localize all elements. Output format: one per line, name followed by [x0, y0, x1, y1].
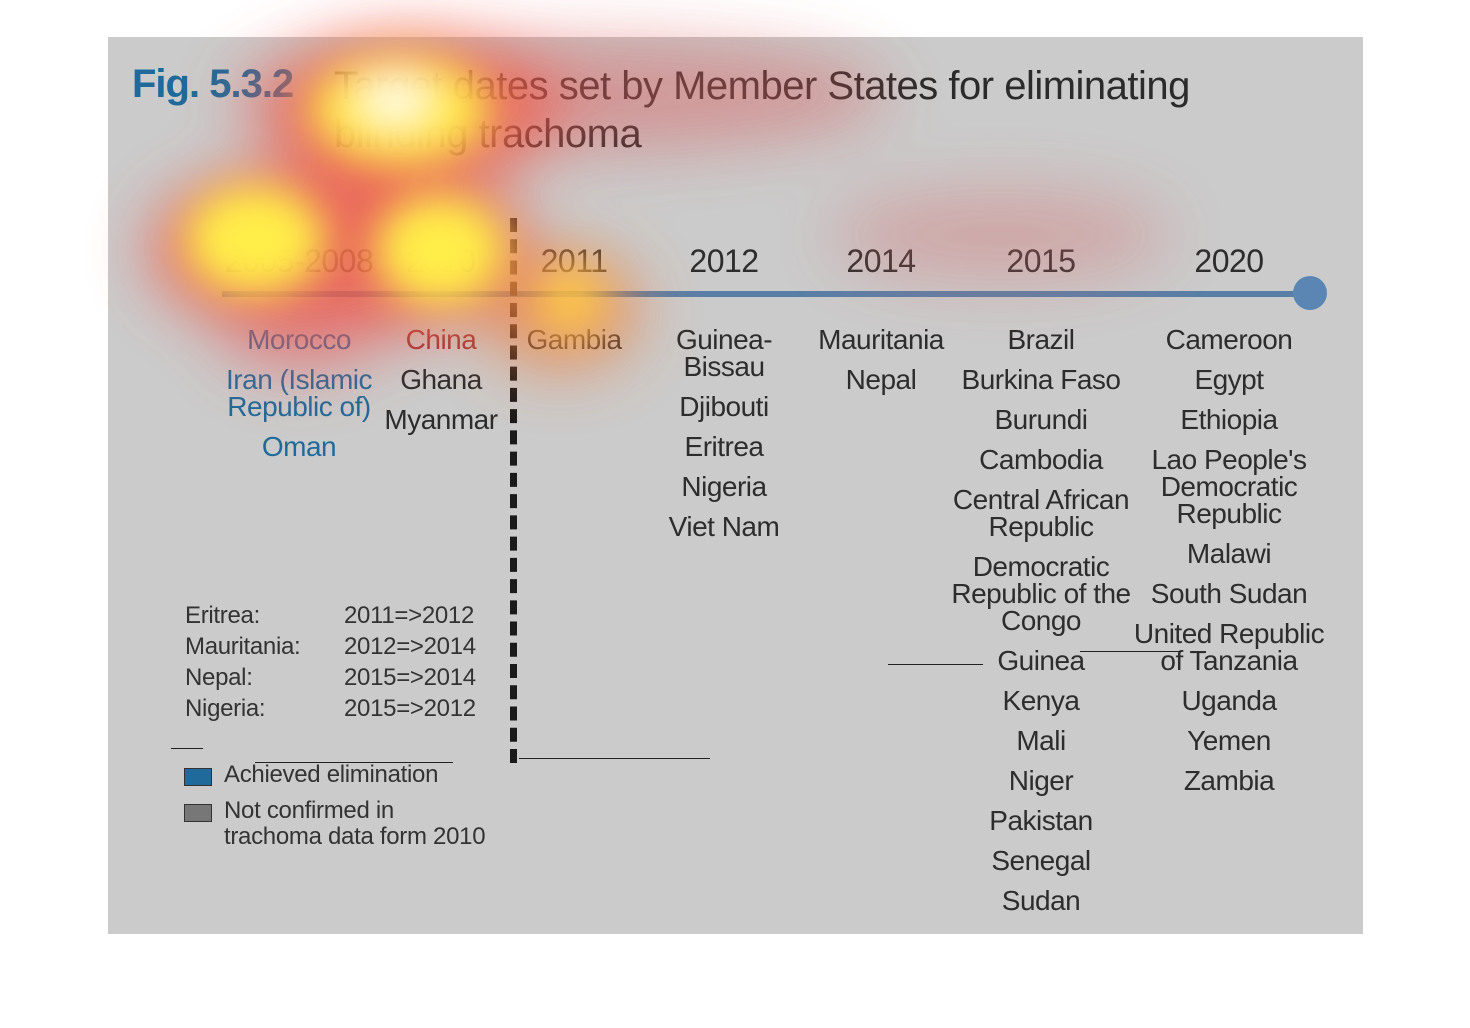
country-label: Oman — [261, 431, 337, 462]
date-change-country: Eritrea: — [185, 602, 260, 629]
rule-line — [171, 748, 203, 749]
year-label-2012: 2012 — [689, 243, 759, 279]
country-label: Brazil — [1007, 324, 1075, 355]
country-label: Ghana — [400, 364, 482, 395]
country-label: Senegal — [991, 845, 1091, 876]
legend-item-achieved: Achieved elimination — [184, 762, 494, 788]
country-label: Egypt — [1194, 364, 1264, 395]
country-label: Yemen — [1187, 725, 1271, 756]
figure-title-line-2: blinding trachoma — [334, 112, 642, 156]
country-label: Guinea-Bissau — [675, 324, 773, 382]
country-label: Viet Nam — [668, 511, 780, 542]
country-label: Mauritania — [818, 324, 944, 355]
country-label: China — [405, 324, 477, 355]
year-label-2020: 2020 — [1194, 243, 1264, 279]
figure-title-line-1: Target dates set by Member States for el… — [334, 64, 1190, 108]
date-change-country: Nigeria: — [185, 695, 266, 722]
country-label: Burundi — [994, 404, 1088, 435]
timeline-end-marker — [1293, 276, 1327, 310]
figure-title: Target dates set by Member States for el… — [334, 62, 1234, 158]
year-label-2005-2008: 2005-2008 — [224, 243, 374, 279]
country-label: Cameroon — [1165, 324, 1293, 355]
country-label: Guinea — [997, 645, 1085, 676]
timeline-axis — [222, 291, 1307, 297]
date-change-country: Mauritania: — [185, 633, 301, 660]
country-label: Malawi — [1186, 538, 1272, 569]
figure-number: Fig. 5.3.2 — [132, 62, 294, 106]
date-change-row: Nepal: 2015=>2014 — [185, 662, 476, 693]
country-label: Kenya — [1002, 685, 1080, 716]
year-label-2010: 2010 — [406, 243, 476, 279]
year-label-2011: 2011 — [540, 243, 608, 279]
legend-label-achieved: Achieved elimination — [224, 761, 439, 788]
legend: Achieved elimination Not confirmed in tr… — [184, 762, 494, 860]
country-label: Nigeria — [681, 471, 767, 502]
country-label: Djibouti — [679, 391, 769, 422]
country-label: Morocco — [247, 324, 351, 355]
country-label: Zambia — [1183, 765, 1275, 796]
country-label: South Sudan — [1150, 578, 1308, 609]
country-column-2014: Mauritania Nepal — [811, 320, 951, 400]
year-label-2014: 2014 — [846, 243, 916, 279]
country-label: Iran (Islamic Republic of) — [226, 364, 372, 422]
rule-line — [519, 758, 710, 759]
country-column-2005-2008: Morocco Iran (Islamic Republic of) Oman — [224, 320, 374, 467]
date-change-value: 2012=>2014 — [344, 633, 476, 660]
date-change-row: Eritrea: 2011=>2012 — [185, 600, 476, 631]
country-label: Myanmar — [384, 404, 498, 435]
country-label: Burkina Faso — [961, 364, 1121, 395]
country-label: United Republic of Tanzania — [1133, 618, 1325, 676]
date-change-country: Nepal: — [185, 664, 253, 691]
rule-line — [255, 762, 453, 763]
country-label: Nepal — [845, 364, 917, 395]
country-label: Sudan — [1001, 885, 1081, 916]
country-label: Gambia — [526, 324, 622, 355]
cutoff-dashed-line — [510, 218, 517, 763]
country-label: Ethiopia — [1180, 404, 1278, 435]
date-change-value: 2015=>2012 — [344, 695, 476, 722]
country-column-2020: Cameroon Egypt Ethiopia Lao People's Democr… — [1132, 320, 1327, 801]
country-column-2015: Brazil Burkina Faso Burundi Cambodia Central… — [951, 320, 1131, 921]
country-label: Central African Republic — [952, 484, 1130, 542]
country-label: Mali — [1016, 725, 1066, 756]
rule-line — [888, 664, 983, 665]
country-label: Pakistan — [989, 805, 1093, 836]
legend-item-not-confirmed: Not confirmed in trachoma data form 2010 — [184, 798, 494, 850]
date-change-row: Mauritania: 2012=>2014 — [185, 631, 476, 662]
country-label: Democratic Republic of the Congo — [951, 551, 1131, 636]
date-changes-list: Eritrea: 2011=>2012 Mauritania: 2012=>2014… — [185, 600, 476, 724]
country-label: Eritrea — [684, 431, 764, 462]
country-label: Uganda — [1181, 685, 1277, 716]
country-label: Niger — [1008, 765, 1074, 796]
country-column-2011: Gambia — [519, 320, 629, 360]
country-column-2012: Guinea-Bissau Djibouti Eritrea Nigeria Viet … — [637, 320, 812, 547]
year-label-2015: 2015 — [1006, 243, 1076, 279]
country-label: Cambodia — [979, 444, 1103, 475]
legend-label-not-confirmed: Not confirmed in trachoma data form 2010 — [224, 797, 486, 850]
legend-swatch-achieved — [184, 768, 212, 786]
rule-line — [1080, 651, 1180, 652]
date-change-value: 2011=>2012 — [344, 602, 475, 629]
country-column-2010: China Ghana Myanmar — [381, 320, 501, 440]
date-change-row: Nigeria: 2015=>2012 — [185, 693, 476, 724]
legend-swatch-not-confirmed — [184, 804, 212, 822]
date-change-value: 2015=>2014 — [344, 664, 476, 691]
country-label: Lao People's Democratic Republic — [1151, 444, 1307, 529]
